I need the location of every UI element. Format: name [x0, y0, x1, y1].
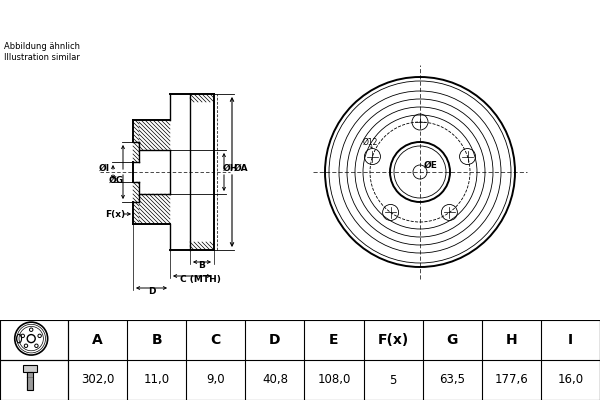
Text: ØG: ØG	[109, 176, 124, 184]
Text: C: C	[211, 333, 221, 347]
Bar	[23, 364, 37, 372]
Text: H: H	[506, 333, 517, 347]
Text: D: D	[269, 333, 281, 347]
Text: E: E	[329, 333, 339, 347]
Text: ØI: ØI	[99, 164, 110, 172]
Text: I: I	[568, 333, 573, 347]
Text: B: B	[199, 261, 205, 270]
Text: F(x): F(x)	[377, 333, 409, 347]
Text: 16,0: 16,0	[557, 374, 584, 386]
Text: G: G	[446, 333, 458, 347]
Text: C (MTH): C (MTH)	[179, 275, 220, 284]
Text: 63,5: 63,5	[439, 374, 465, 386]
Text: 177,6: 177,6	[494, 374, 528, 386]
Bar	[28, 372, 32, 390]
Text: Illustration similar: Illustration similar	[4, 53, 80, 62]
Text: 108,0: 108,0	[317, 374, 350, 386]
Text: ØH: ØH	[223, 164, 238, 172]
Text: B: B	[151, 333, 162, 347]
Text: ØA: ØA	[234, 164, 248, 172]
Text: Ø12: Ø12	[363, 138, 378, 146]
Text: F(x): F(x)	[105, 210, 125, 218]
Text: 9,0: 9,0	[206, 374, 225, 386]
Text: 5: 5	[389, 374, 397, 386]
Text: 40,8: 40,8	[262, 374, 288, 386]
Text: Abbildung ähnlich: Abbildung ähnlich	[4, 42, 80, 51]
Text: ØE: ØE	[424, 161, 438, 170]
Text: D: D	[148, 287, 155, 296]
Text: A: A	[92, 333, 103, 347]
Text: 11,0: 11,0	[143, 374, 170, 386]
Text: 302,0: 302,0	[81, 374, 114, 386]
Text: 24.0111-0147.1   411147: 24.0111-0147.1 411147	[163, 6, 437, 24]
